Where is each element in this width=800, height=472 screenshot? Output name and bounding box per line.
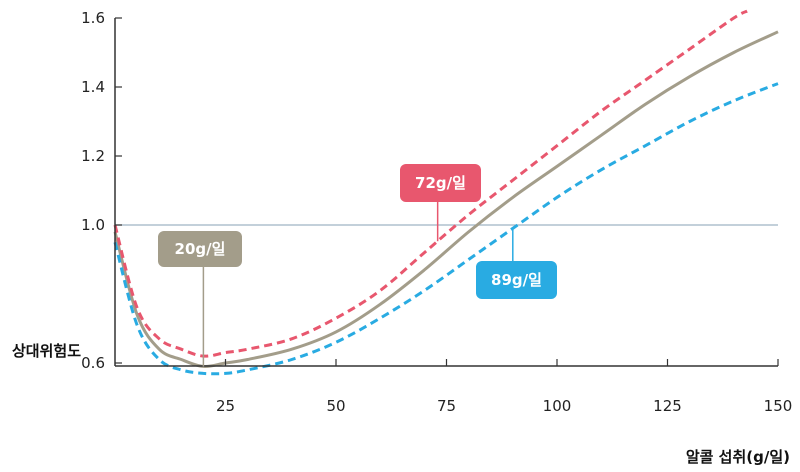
callout-label: 20g/일 [175, 240, 226, 258]
x-axis-title: 알콜 섭취(g/일) [686, 448, 790, 466]
callout-72g: 72g/일 [400, 164, 481, 242]
x-tick-label: 150 [764, 397, 793, 415]
x-tick-label: 100 [543, 397, 572, 415]
callout-layer: 20g/일 72g/일 89g/일 [158, 164, 557, 367]
callout-label: 72g/일 [415, 174, 466, 192]
y-axis-title: 상대위험도 [12, 342, 81, 360]
y-tick-label: 0.6 [81, 354, 105, 372]
callout-badge [158, 231, 242, 267]
x-tick-label: 125 [653, 397, 682, 415]
callout-badge [400, 164, 481, 202]
ticks-layer: 0.6 1.0 1.2 1.4 1.6 25 50 75 100 125 150 [81, 9, 792, 415]
y-tick-label: 1.4 [81, 78, 105, 96]
x-tick-label: 75 [437, 397, 456, 415]
series-line-20g [113, 30, 779, 368]
x-tick-label: 25 [216, 397, 235, 415]
y-tick-label: 1.6 [81, 9, 105, 27]
series-line-89g [113, 82, 779, 376]
series-line-72g [113, 9, 748, 358]
callout-badge [476, 261, 557, 299]
callout-label: 89g/일 [491, 271, 542, 289]
series-layer [113, 9, 779, 376]
x-tick-label: 50 [326, 397, 345, 415]
callout-20g: 20g/일 [158, 231, 242, 367]
callout-89g: 89g/일 [476, 228, 557, 299]
y-tick-label: 1.0 [81, 216, 105, 234]
y-tick-label: 1.2 [81, 147, 105, 165]
